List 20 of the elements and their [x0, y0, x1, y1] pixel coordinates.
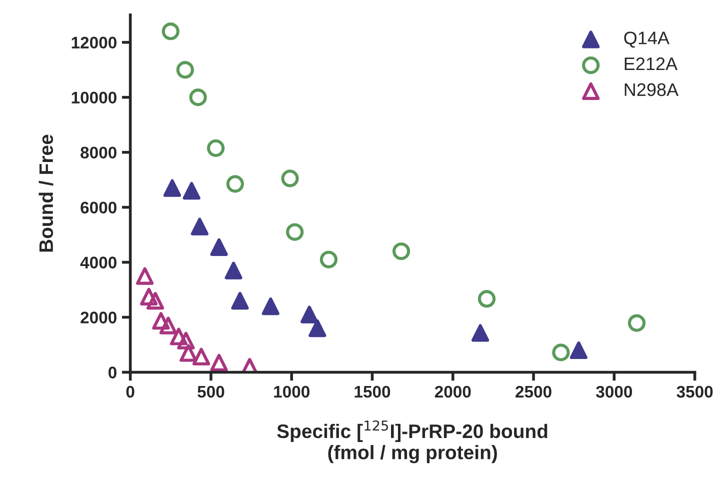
y-tick-label: 2000 — [80, 312, 116, 324]
y-tick-label: 6000 — [80, 202, 116, 214]
y-tick-label: 12000 — [72, 36, 116, 49]
legend-label: E212A — [624, 57, 678, 70]
x-tick-label: 2500 — [516, 386, 552, 398]
y-axis-title: Bound / Free — [38, 134, 54, 252]
y-tick-label: 10000 — [72, 92, 116, 104]
x-tick-label: 3000 — [596, 386, 632, 398]
legend-label: Q14A — [624, 32, 670, 48]
legend-label: N298A — [624, 83, 679, 96]
x-axis-title: Specific [$^{125}$I]-PrRP-20 bound (fmol / mg protein) — [277, 420, 548, 464]
x-tick-label: 3500 — [676, 386, 713, 398]
y-tick-label: 8000 — [80, 146, 116, 159]
x-tick-label: 0 — [126, 386, 134, 398]
x-tick-label: 2000 — [434, 386, 471, 398]
y-tick-label: 4000 — [80, 256, 116, 268]
y-tick-label: 0 — [108, 366, 116, 378]
x-tick-label: 1000 — [274, 386, 310, 398]
x-tick-label: 1500 — [354, 386, 390, 398]
x-tick-label: 500 — [198, 386, 224, 398]
